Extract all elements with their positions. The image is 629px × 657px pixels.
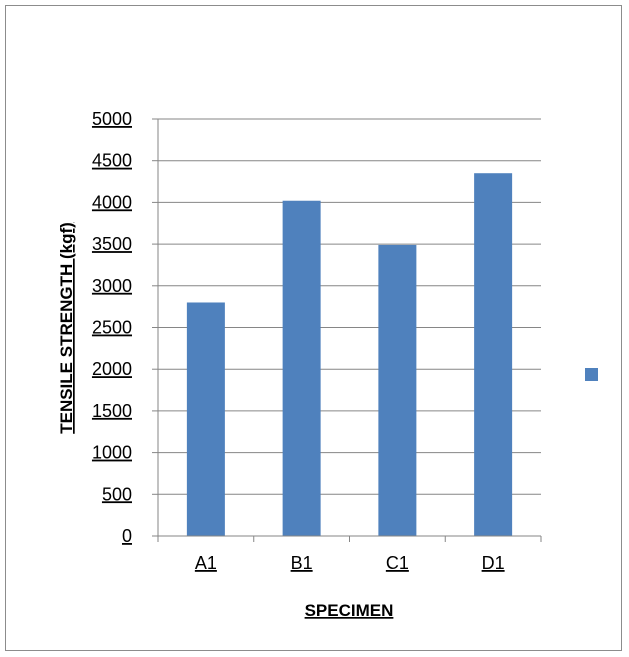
x-tick-label: C1 — [386, 553, 409, 573]
y-tick-label: 2000 — [92, 359, 132, 379]
y-tick-label: 2500 — [92, 318, 132, 338]
bar-b1 — [282, 200, 321, 536]
legend — [585, 368, 598, 381]
y-tick-label: 0 — [122, 526, 132, 546]
y-tick-label: 500 — [102, 484, 132, 504]
y-tick-label: 1000 — [92, 443, 132, 463]
legend-swatch — [585, 368, 598, 381]
bar-a1 — [186, 302, 225, 536]
y-tick-labels: 0 500 1000 1500 2000 2500 3000 3500 4000 4500 5000 — [92, 109, 132, 546]
x-tick-labels: A1 B1 C1 D1 — [195, 553, 505, 573]
y-tick-label: 3500 — [92, 234, 132, 254]
x-tick-label: A1 — [195, 553, 217, 573]
y-axis-title: TENSILE STRENGTH (kgf) — [57, 222, 76, 434]
y-tick-label: 3000 — [92, 276, 132, 296]
bars — [186, 173, 513, 536]
bar-d1 — [474, 173, 513, 536]
axes — [152, 118, 542, 542]
x-tick-label: D1 — [482, 553, 505, 573]
y-tick-label: 5000 — [92, 109, 132, 129]
y-tick-label: 4000 — [92, 192, 132, 212]
y-tick-label: 4500 — [92, 151, 132, 171]
x-axis-title: SPECIMEN — [305, 601, 394, 620]
y-tick-label: 1500 — [92, 401, 132, 421]
x-tick-label: B1 — [291, 553, 313, 573]
bar-c1 — [378, 244, 417, 536]
